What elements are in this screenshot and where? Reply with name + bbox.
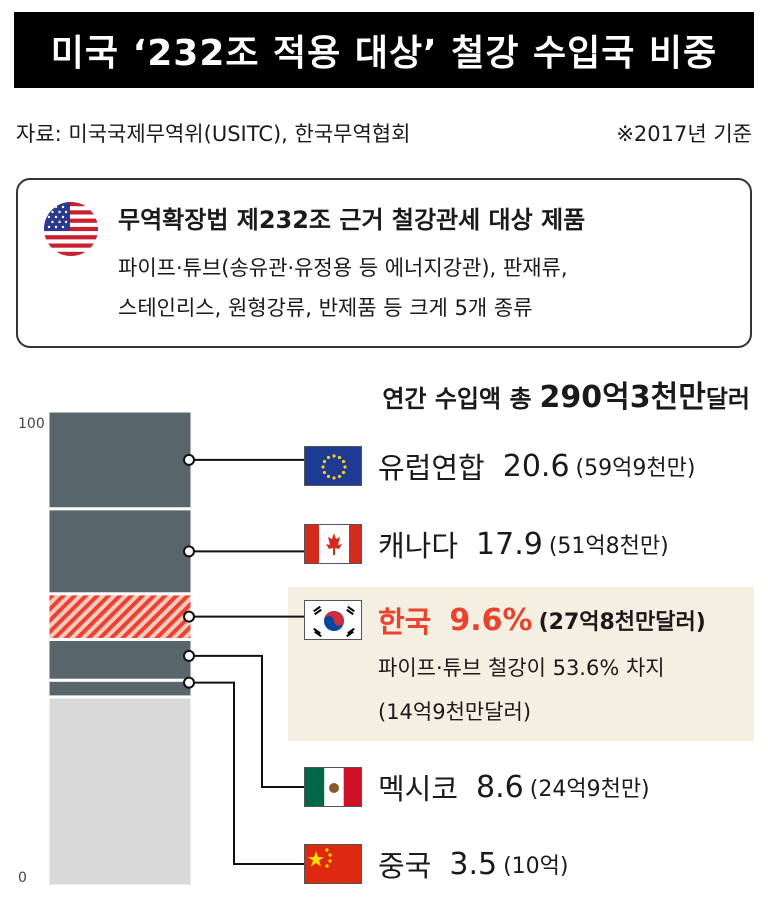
country-row-eu: 유럽연합 20.6 (59억9천만) — [304, 446, 695, 486]
country-row-china: 중국 3.5 (10억) — [304, 844, 569, 884]
bar-segment-other — [46, 695, 194, 888]
bar-segment-mexico — [46, 637, 194, 682]
eu-flag-icon — [304, 446, 362, 486]
y-tick-100: 100 — [18, 416, 45, 432]
connector-mexico — [189, 654, 304, 788]
country-amount: (59억9천만) — [575, 456, 696, 481]
bar-segment-china — [46, 678, 194, 699]
country-amount: (10억) — [503, 854, 569, 879]
page-title: 미국 ‘232조 적용 대상’ 철강 수입국 비중 — [14, 12, 754, 88]
country-name: 중국 — [378, 849, 432, 883]
country-amount: (51억8천만) — [548, 534, 669, 559]
korea-note-2: (14억9천만달러) — [378, 700, 532, 724]
country-name: 한국 — [378, 605, 432, 639]
total-value: 290억3천만 — [539, 380, 706, 415]
total-unit: 달러 — [705, 385, 750, 413]
country-amount: (24억9천만) — [529, 777, 650, 802]
country-value: 17.9 — [476, 526, 543, 562]
basis-year: ※2017년 기준 — [616, 122, 752, 146]
country-name: 캐나다 — [378, 529, 459, 563]
source-text: 자료: 미국국제무역위(USITC), 한국무역협회 — [16, 122, 411, 146]
bar-segment-canada — [46, 507, 194, 596]
connector-china-dot — [183, 676, 195, 689]
info-box: 무역확장법 제232조 근거 철강관세 대상 제품 파이프·튜브(송유관·유정용… — [16, 178, 752, 348]
info-line-1: 파이프·튜브(송유관·유정용 등 에너지강관), 판재류, — [118, 256, 568, 280]
country-value: 20.6 — [502, 448, 570, 484]
china-flag-icon — [304, 844, 362, 884]
connector-korea-dot — [183, 610, 195, 623]
info-line-2: 스테인리스, 원형강류, 반제품 등 크게 5개 종류 — [118, 296, 533, 320]
korea-note-1: 파이프·튜브 철강이 53.6% 차지 — [378, 656, 665, 680]
country-name: 멕시코 — [378, 772, 459, 806]
info-title: 무역확장법 제232조 근거 철강관세 대상 제품 — [118, 206, 586, 234]
country-value: 8.6 — [476, 769, 524, 805]
country-amount: (27억8천만달러) — [538, 610, 706, 635]
bar-segment-eu — [46, 409, 194, 511]
bar-segment-korea — [46, 592, 194, 641]
connector-china — [189, 681, 304, 865]
connector-mexico-dot — [183, 649, 195, 662]
total-import: 연간 수입액 총 290억3천만 달러 — [382, 372, 750, 416]
country-value: 9.6% — [449, 602, 533, 638]
canada-flag-icon — [304, 524, 362, 564]
country-value: 3.5 — [449, 846, 498, 882]
korea-flag-icon — [304, 600, 362, 640]
total-label: 연간 수입액 총 — [382, 385, 532, 413]
country-row-korea: 한국 9.6% (27억8천만달러) — [304, 600, 706, 640]
country-row-mexico: 멕시코 8.6 (24억9천만) — [304, 767, 650, 807]
connector-canada-dot — [183, 545, 195, 558]
connector-eu-dot — [183, 453, 195, 466]
y-tick-0: 0 — [18, 870, 27, 886]
mexico-flag-icon — [304, 767, 362, 807]
korea-highlight-box — [288, 587, 754, 741]
country-name: 유럽연합 — [378, 451, 485, 485]
country-row-canada: 캐나다 17.9 (51억8천만) — [304, 524, 669, 564]
